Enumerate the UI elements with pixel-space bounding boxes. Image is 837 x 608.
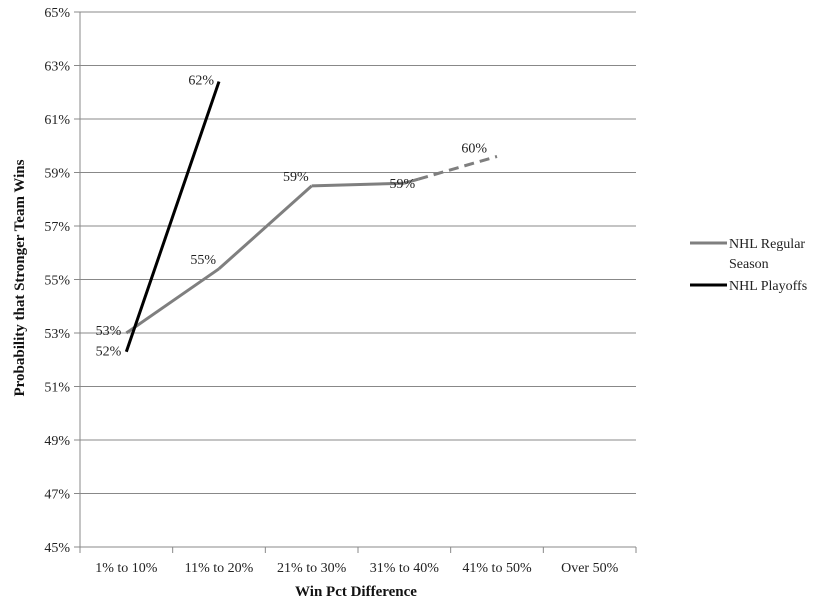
x-tick-label: 1% to 10% <box>95 561 158 576</box>
series-line-segment <box>125 267 220 335</box>
x-tick-label: 41% to 50% <box>462 561 532 576</box>
series-line-dashed-segment <box>417 155 498 181</box>
x-axis-ticks: 1% to 10% 11% to 20% 21% to 30% 31% to 40% 4… <box>79 547 637 576</box>
series-line-segment <box>124 81 221 353</box>
y-tick-label: 47% <box>44 488 70 503</box>
series-line-segment <box>217 184 313 270</box>
data-label: 62% <box>188 74 214 89</box>
legend-label-playoffs: NHL Playoffs <box>729 279 807 294</box>
data-label: 52% <box>96 345 122 360</box>
y-tick-label: 53% <box>44 327 70 342</box>
data-label: 60% <box>461 141 487 156</box>
series-line-segment <box>311 181 405 188</box>
y-tick-label: 45% <box>44 541 70 556</box>
legend: NHL Regular Season NHL Playoffs <box>690 237 807 294</box>
y-tick-label: 59% <box>44 167 70 182</box>
legend-label-regular-season-line2: Season <box>729 257 769 272</box>
y-tick-label: 63% <box>44 60 70 75</box>
data-labels: 53% 55% 59% 59% 60% 52% 62% <box>96 74 488 360</box>
x-tick-label: 11% to 20% <box>185 561 254 576</box>
y-axis-ticks: 45% 47% 49% 51% 53% 55% 57% 59% 61% 63% 65% <box>44 6 80 556</box>
data-label: 53% <box>96 324 122 339</box>
series-line-segment <box>403 177 419 185</box>
series-layer <box>124 81 498 353</box>
x-tick-label: Over 50% <box>561 561 618 576</box>
y-axis-title: Probability that Stronger Team Wins <box>12 159 28 396</box>
legend-label-regular-season-line1: NHL Regular <box>729 237 805 252</box>
data-label: 55% <box>190 253 216 268</box>
x-tick-label: 21% to 30% <box>277 561 347 576</box>
x-tick-label: 31% to 40% <box>370 561 440 576</box>
data-label: 59% <box>283 170 309 185</box>
gridlines <box>80 11 636 548</box>
y-tick-label: 61% <box>44 113 70 128</box>
x-axis-title: Win Pct Difference <box>295 584 417 600</box>
y-tick-label: 51% <box>44 381 70 396</box>
y-tick-label: 65% <box>44 6 70 21</box>
y-tick-label: 57% <box>44 220 70 235</box>
data-label: 59% <box>389 177 415 192</box>
y-tick-label: 49% <box>44 434 70 449</box>
y-tick-label: 55% <box>44 274 70 289</box>
